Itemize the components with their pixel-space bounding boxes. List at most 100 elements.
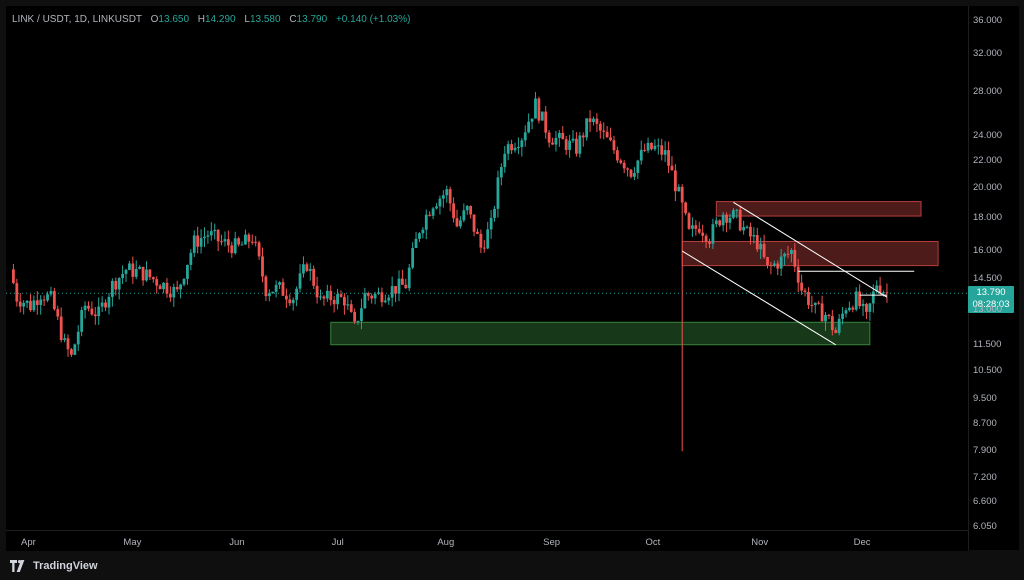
- candle-body-down: [394, 286, 397, 294]
- tradingview-logo[interactable]: TradingView: [10, 560, 98, 572]
- candle-body-down: [615, 150, 619, 161]
- candle-body-up: [206, 235, 210, 237]
- candle-body-down: [353, 311, 357, 322]
- candle-body-down: [598, 123, 602, 131]
- candle-body-down: [452, 203, 455, 219]
- candle-body-up: [308, 268, 312, 271]
- candle-body-down: [810, 304, 814, 306]
- candle-body-up: [714, 220, 718, 225]
- candle-body-down: [820, 303, 824, 322]
- price-tick-label: 9.500: [973, 392, 997, 404]
- last-price-value: 13.790: [976, 287, 1006, 298]
- price-tick-label: 13.000: [973, 303, 1003, 315]
- candle-body-down: [510, 144, 513, 151]
- candle-body-down: [629, 169, 633, 177]
- candle-body-up: [523, 132, 527, 141]
- candle-body-up: [530, 118, 534, 122]
- price-axis[interactable]: [968, 6, 1019, 550]
- candle-body-up: [186, 264, 189, 279]
- candle-body-down: [851, 307, 855, 310]
- candle-body-down: [370, 295, 374, 299]
- candle-body-down: [885, 292, 889, 294]
- candle-body-down: [725, 214, 728, 223]
- candle-body-up: [407, 267, 411, 289]
- candle-body-up: [868, 303, 872, 312]
- time-tick-label: Jul: [331, 537, 344, 548]
- candle-body-up: [691, 225, 694, 229]
- candle-body-up: [571, 138, 575, 141]
- candle-body-up: [182, 278, 186, 285]
- candle-body-down: [786, 253, 790, 255]
- time-axis[interactable]: [6, 530, 968, 551]
- candle-body-up: [411, 248, 415, 268]
- candle-body-down: [281, 282, 285, 296]
- price-tick-label: 14.500: [973, 273, 1003, 284]
- candle-body-up: [179, 284, 183, 290]
- candle-body-up: [134, 268, 138, 277]
- candle-body-down: [404, 284, 408, 289]
- candle-body-down: [216, 229, 220, 242]
- candlestick-chart[interactable]: [6, 6, 968, 536]
- candle-body-down: [708, 241, 711, 244]
- candle-body-down: [762, 243, 766, 258]
- candle-body-down: [114, 280, 118, 290]
- candle-body-down: [575, 138, 578, 154]
- price-tick-label: 28.000: [973, 86, 1003, 98]
- price-tick-label: 24.000: [973, 130, 1003, 142]
- candle-body-down: [196, 235, 200, 247]
- candle-body-down: [284, 295, 288, 300]
- candle-body-down: [56, 309, 60, 317]
- candle-body-down: [564, 139, 568, 150]
- candle-body-up: [585, 118, 589, 138]
- candle-body-down: [288, 299, 292, 304]
- price-tick-label: 8.700: [973, 417, 997, 429]
- candle-body-up: [557, 132, 561, 138]
- candle-body-up: [431, 208, 435, 216]
- time-tick-label: Nov: [751, 537, 769, 548]
- candle-body-down: [428, 214, 432, 216]
- candle-body-down: [718, 220, 722, 226]
- candle-body-up: [424, 214, 428, 230]
- candle-body-down: [380, 292, 384, 303]
- time-tick-label: Dec: [853, 537, 871, 548]
- candle-body-up: [772, 263, 776, 266]
- candle-body-up: [295, 288, 299, 300]
- candle-body-down: [35, 300, 39, 305]
- candle-body-up: [291, 299, 295, 304]
- candle-body-down: [332, 299, 336, 305]
- candle-body-down: [581, 135, 585, 138]
- candle-body-up: [854, 291, 858, 310]
- candle-body-down: [482, 247, 486, 249]
- candle-body-down: [237, 238, 241, 245]
- candle-body-down: [667, 150, 670, 166]
- chart-area[interactable]: [6, 6, 968, 550]
- close-label: C: [289, 14, 297, 25]
- time-tick-label: Aug: [437, 537, 455, 548]
- candle-body-down: [827, 314, 831, 317]
- candle-body-down: [612, 140, 616, 151]
- candle-body-up: [162, 282, 165, 290]
- candle-body-up: [46, 294, 49, 301]
- candle-body-down: [769, 265, 773, 267]
- candle-body-down: [322, 296, 326, 299]
- candle-body-down: [687, 213, 691, 229]
- candle-body-down: [141, 266, 145, 281]
- candle-body-up: [356, 321, 360, 323]
- candle-body-up: [462, 210, 466, 221]
- candle-body-up: [192, 235, 196, 253]
- candle-body-down: [312, 268, 316, 286]
- candle-body-down: [680, 186, 684, 203]
- time-tick-label: Oct: [645, 537, 661, 548]
- candle-body-up: [203, 236, 206, 239]
- candle-body-up: [503, 153, 507, 168]
- candle-body-down: [220, 241, 223, 243]
- candle-body-up: [387, 297, 391, 301]
- footer: [0, 556, 1024, 580]
- candle-body-up: [861, 303, 865, 307]
- candle-body-up: [438, 198, 442, 207]
- candle-body-down: [776, 263, 780, 269]
- candle-body-up: [373, 293, 377, 299]
- candle-body-up: [813, 302, 817, 306]
- symbol-label[interactable]: LINK / USDT, 1D, LINKUSDT: [12, 14, 142, 25]
- candle-body-up: [882, 292, 885, 294]
